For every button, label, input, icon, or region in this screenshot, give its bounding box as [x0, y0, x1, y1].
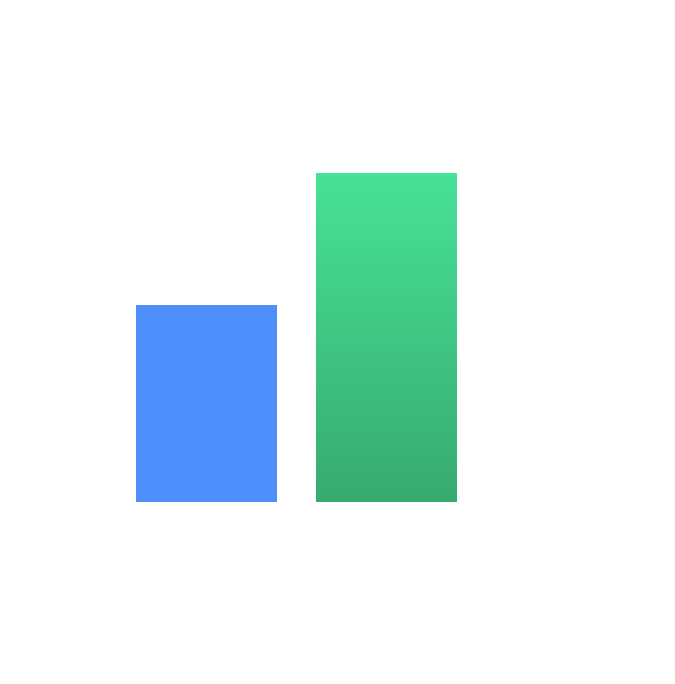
tall-bar — [316, 173, 457, 502]
short-bar — [136, 305, 277, 502]
logo-bars — [136, 173, 457, 502]
